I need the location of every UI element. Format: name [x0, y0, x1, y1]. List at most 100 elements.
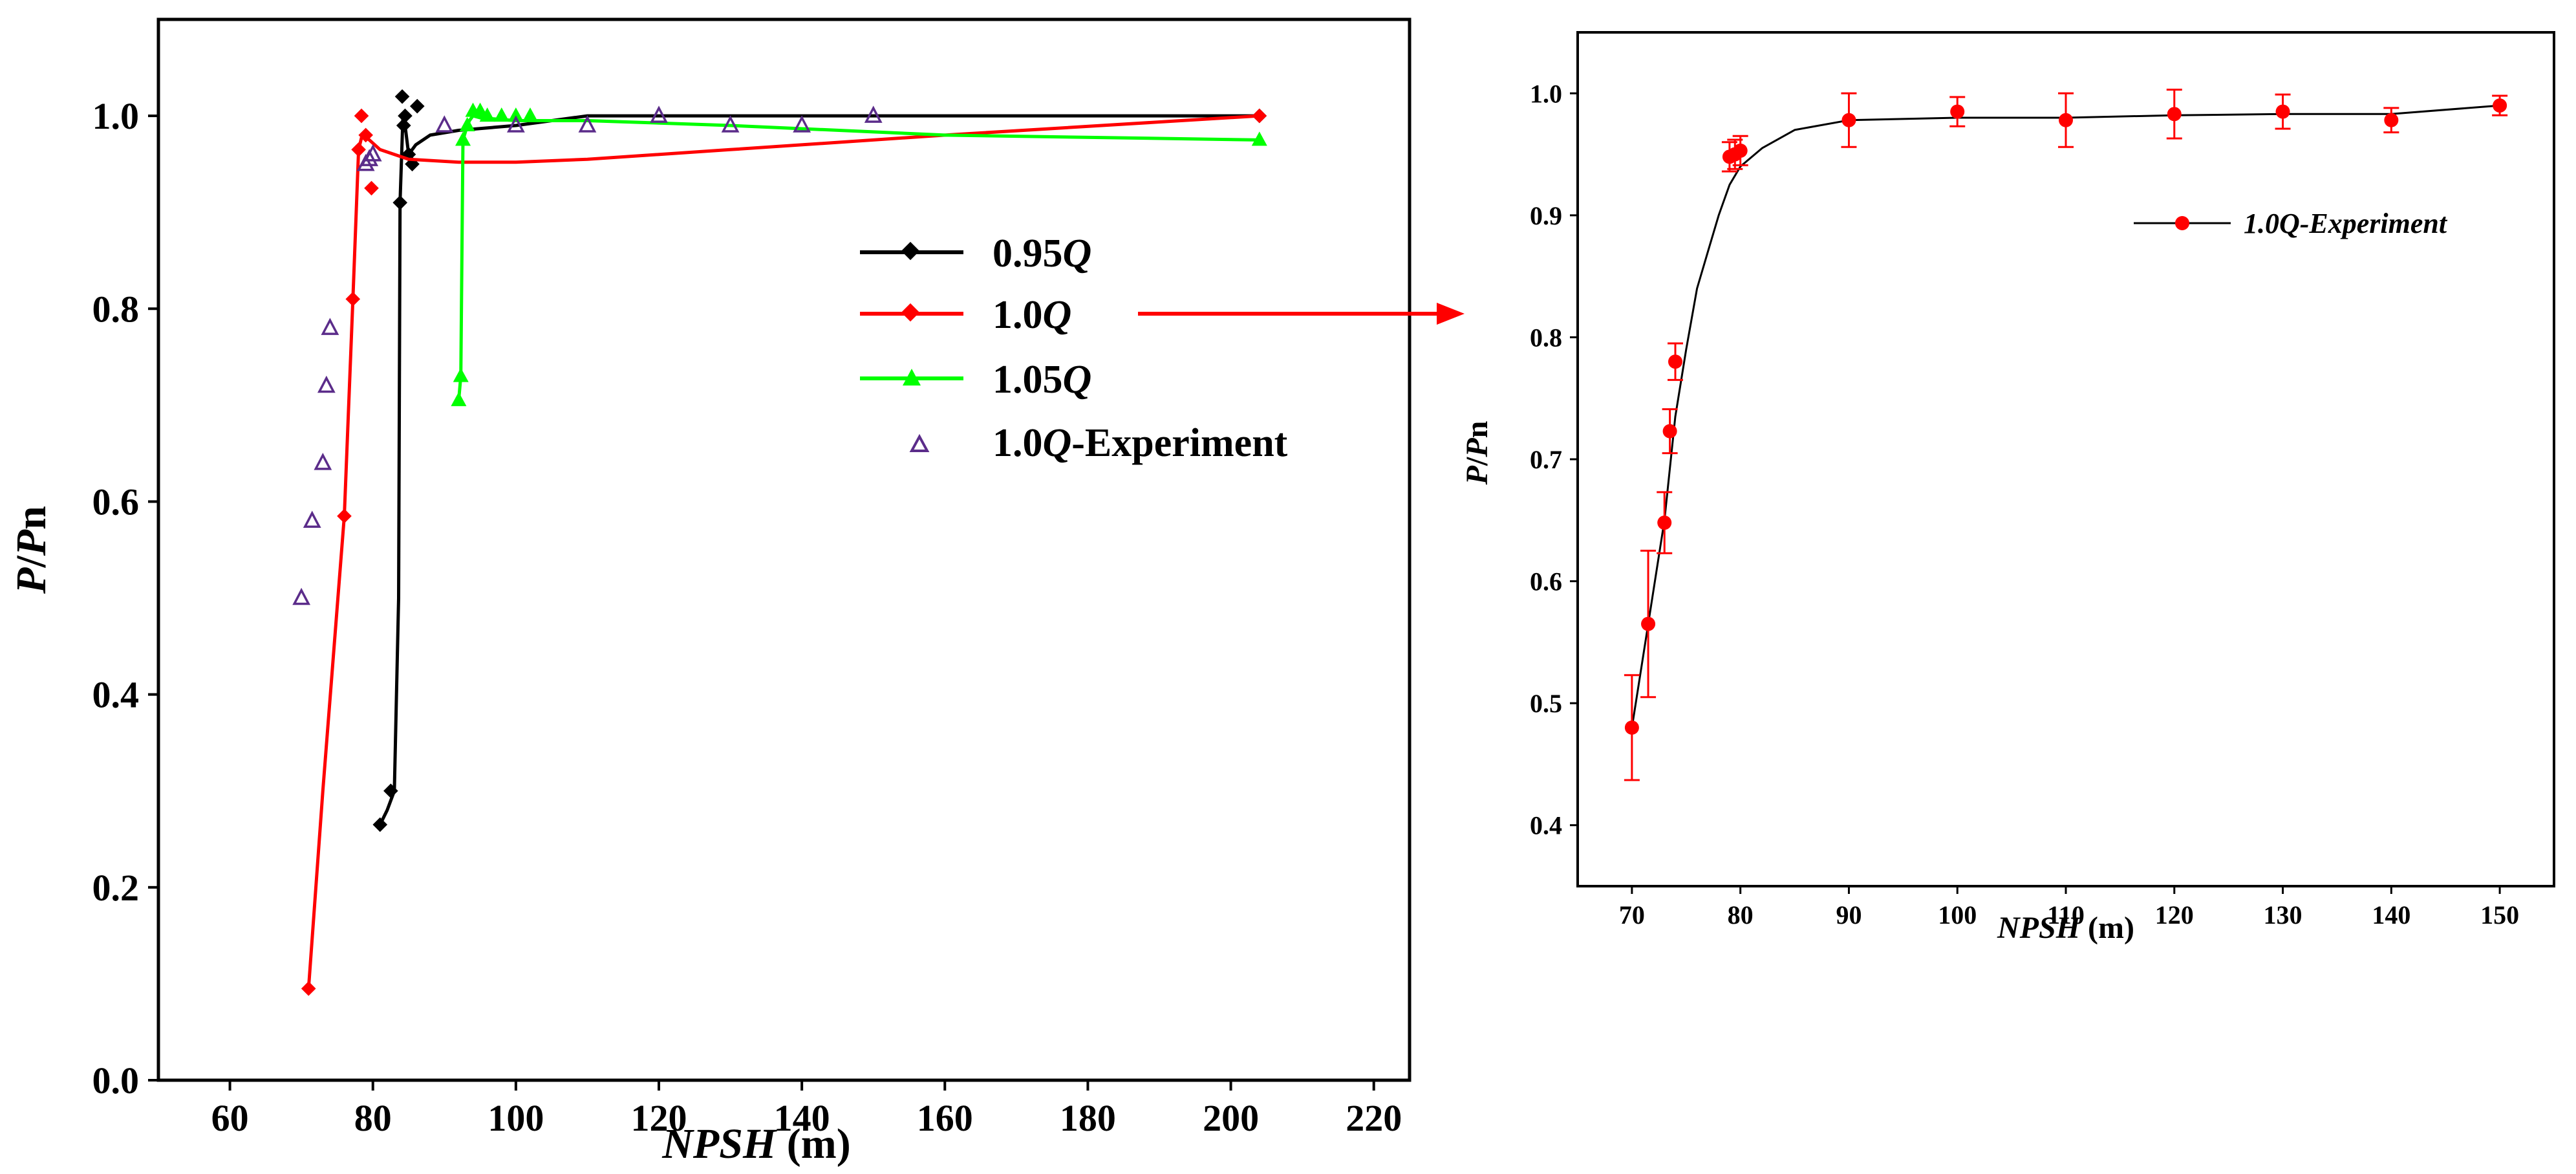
- point-1-0q: [354, 108, 369, 124]
- x-tick-label: 140: [2372, 900, 2410, 929]
- left-legend: 0.95Q 1.0Q 1.05Q 1.0Q-Experim: [860, 232, 1288, 465]
- right-chart: 70 80 90 100 110 120 130 140 150 0.4 0.5 0.6 0.7 0.8 0…: [1460, 31, 2555, 945]
- point-1-05q: [493, 107, 510, 122]
- point-1-0q-experiment: [1641, 616, 1656, 631]
- series-line-1-0q: [306, 114, 1260, 989]
- y-tick-label: 1.0: [92, 95, 140, 137]
- point-1-05q: [455, 131, 471, 146]
- point-1-05q: [508, 107, 524, 122]
- x-tick-label: 90: [1836, 900, 1862, 929]
- point-1-05q: [453, 367, 469, 382]
- left-axis-ticks: 60 80 100 120 140 160 180 200 220 0.0 0.2 0.4 0.6 0.8…: [92, 95, 1402, 1139]
- point-1-0q-experiment: [1668, 354, 1682, 369]
- point-1-0q: [345, 292, 361, 307]
- point-1-0q-experiment: [864, 105, 883, 123]
- x-tick-label: 100: [488, 1097, 544, 1139]
- y-tick-label: 0.8: [1530, 323, 1562, 352]
- x-tick-label: 140: [774, 1097, 830, 1139]
- point-0-95q: [392, 195, 408, 210]
- point-1-0q-experiment: [1662, 424, 1677, 439]
- point-1-0q-experiment: [303, 510, 321, 528]
- point-1-0q: [351, 142, 366, 157]
- point-0-95q: [409, 98, 425, 114]
- point-1-0q-experiment: [292, 587, 311, 605]
- point-0-95q: [383, 783, 398, 799]
- right-legend-label: 1.0Q-Experiment: [2244, 208, 2448, 239]
- point-1-05q: [451, 391, 467, 406]
- x-tick-label: 70: [1619, 900, 1645, 929]
- x-tick-label: 60: [211, 1097, 249, 1139]
- x-tick-label: 120: [2155, 900, 2194, 929]
- left-plot-frame: [156, 17, 1411, 1082]
- point-1-05q: [459, 117, 475, 131]
- x-tick-label: 120: [631, 1097, 687, 1139]
- point-1-0q-experiment: [2275, 104, 2290, 119]
- point-1-0q-experiment: [2493, 98, 2507, 113]
- point-1-0q-experiment: [506, 115, 525, 133]
- x-tick-label: 150: [2480, 900, 2519, 929]
- legend-label-1.05Q: 1.05Q: [993, 358, 1091, 402]
- point-1-0q: [301, 981, 316, 996]
- point-1-0q-experiment: [1624, 720, 1639, 735]
- point-1-0q-experiment: [1733, 143, 1748, 158]
- point-1-05q: [479, 107, 495, 122]
- legend-entry-1.0Q: 1.0Q: [860, 293, 1071, 337]
- point-0-95q: [394, 89, 410, 104]
- right-axis-ticks: 70 80 90 100 110 120 130 140 150 0.4 0.5 0.6 0.7 0.8 0…: [1530, 79, 2519, 929]
- legend-marker-0.95Q: [901, 241, 920, 261]
- point-1-0q-experiment: [1950, 104, 1965, 119]
- x-tick-label: 110: [2047, 900, 2085, 929]
- point-1-0q-experiment: [435, 115, 454, 133]
- point-1-05q: [472, 102, 488, 117]
- legend-label-experiment: 1.0Q-Experiment: [993, 421, 1288, 465]
- y-tick-label: 0.2: [92, 867, 140, 909]
- point-0-95q: [372, 817, 388, 832]
- point-1-0q-experiment: [317, 375, 336, 393]
- point-0-95q: [398, 108, 413, 124]
- point-1-0q-experiment: [1657, 516, 1672, 530]
- y-tick-label: 0.5: [1530, 689, 1562, 718]
- point-1-0q-experiment: [1841, 113, 1856, 127]
- point-1-0q-experiment: [2384, 113, 2399, 127]
- x-tick-label: 160: [917, 1097, 973, 1139]
- left-y-axis-label: P/Pn: [8, 506, 55, 594]
- x-tick-label: 130: [2264, 900, 2302, 929]
- y-tick-label: 0.8: [92, 288, 140, 330]
- legend-marker-1.05Q: [903, 369, 921, 386]
- point-1-0q-experiment: [2059, 113, 2073, 127]
- point-1-0q-experiment: [721, 115, 740, 133]
- right-series-group: [1624, 89, 2508, 781]
- x-tick-label: 180: [1060, 1097, 1116, 1139]
- x-tick-label: 80: [354, 1097, 392, 1139]
- left-chart: 60 80 100 120 140 160 180 200 220 0.0 0.2 0.4 0.6 0.8…: [8, 17, 1411, 1168]
- right-x-axis-label: NPSH (m): [1997, 911, 2134, 945]
- right-y-axis-label: P/Pn: [1460, 421, 1494, 486]
- point-1-05q: [1251, 131, 1267, 146]
- connector-arrow-head: [1437, 303, 1465, 325]
- point-1-0q-experiment: [314, 453, 332, 470]
- point-1-0q-experiment: [363, 144, 382, 162]
- point-1-0q-experiment: [321, 318, 339, 335]
- x-tick-label: 80: [1728, 900, 1754, 929]
- left-x-axis-label: NPSH (m): [661, 1120, 850, 1168]
- y-tick-label: 0.4: [1530, 811, 1562, 840]
- legend-marker-experiment: [909, 433, 930, 452]
- left-series-group: [292, 89, 1267, 996]
- y-tick-label: 1.0: [1530, 79, 1562, 108]
- point-1-0q: [337, 508, 352, 524]
- point-1-0q: [364, 180, 379, 196]
- x-tick-label: 220: [1346, 1097, 1402, 1139]
- y-tick-label: 0.9: [1530, 201, 1562, 230]
- y-tick-label: 0.6: [1530, 567, 1562, 596]
- series-line-1-0q-experiment: [1631, 104, 2500, 728]
- y-tick-label: 0.4: [92, 674, 140, 716]
- legend-marker-1.0Q: [901, 303, 920, 322]
- point-1-05q: [522, 107, 538, 122]
- x-tick-label: 100: [1938, 900, 1977, 929]
- y-tick-label: 0.0: [92, 1060, 140, 1102]
- y-tick-label: 0.6: [92, 481, 140, 523]
- legend-entry-experiment: 1.0Q-Experiment: [909, 421, 1288, 465]
- x-tick-label: 200: [1203, 1097, 1259, 1139]
- point-1-0q-experiment: [650, 105, 668, 123]
